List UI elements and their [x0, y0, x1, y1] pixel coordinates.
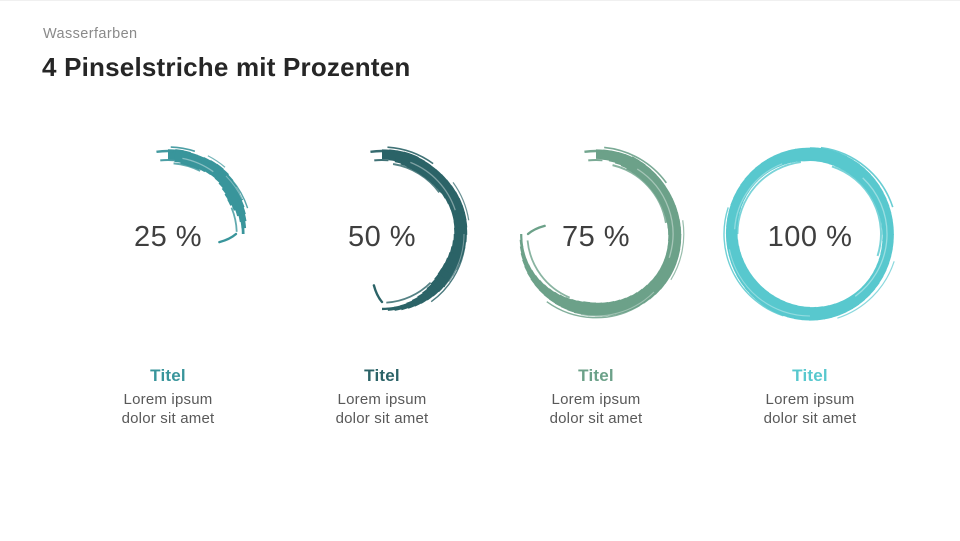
item-body-line1: Lorem ipsum — [123, 391, 213, 408]
percent-label: 50 % — [347, 221, 417, 253]
brush-ring-100-icon — [710, 134, 910, 334]
item-caption: Titel Lorem ipsum dolor sit amet — [275, 366, 489, 428]
percent-item-4: 100 % Titel Lorem ipsum dolor sit amet — [703, 1, 917, 541]
brush-ring-25-icon — [68, 134, 268, 334]
item-body-line2: dolor sit amet — [335, 409, 429, 427]
item-body-line1: Lorem ipsum — [551, 391, 641, 408]
brush-ring-50-icon — [282, 134, 482, 334]
percent-item-2: 50 % Titel Lorem ipsum dolor sit amet — [275, 1, 489, 541]
item-body-line2: dolor sit amet — [549, 409, 643, 427]
item-title: Titel — [578, 366, 614, 385]
item-body-line1: Lorem ipsum — [337, 391, 427, 408]
percent-label: 75 % — [561, 221, 631, 253]
item-body-line2: dolor sit amet — [121, 409, 215, 427]
item-title: Titel — [792, 366, 828, 385]
percent-item-3: 75 % Titel Lorem ipsum dolor sit amet — [489, 1, 703, 541]
item-body-line2: dolor sit amet — [763, 409, 857, 427]
item-body-line1: Lorem ipsum — [765, 391, 855, 408]
brush-ring-75-icon — [496, 134, 696, 334]
percent-label: 25 % — [133, 221, 203, 253]
item-caption: Titel Lorem ipsum dolor sit amet — [703, 366, 917, 428]
percent-item-1: 25 % Titel Lorem ipsum dolor sit amet — [61, 1, 275, 541]
slide-subtitle: Wasserfarben — [43, 26, 138, 42]
item-title: Titel — [150, 366, 186, 385]
page-title: 4 Pinselstriche mit Prozenten — [42, 52, 411, 82]
percent-label: 100 % — [767, 221, 853, 253]
item-caption: Titel Lorem ipsum dolor sit amet — [61, 366, 275, 428]
item-caption: Titel Lorem ipsum dolor sit amet — [489, 366, 703, 428]
item-title: Titel — [364, 366, 400, 385]
